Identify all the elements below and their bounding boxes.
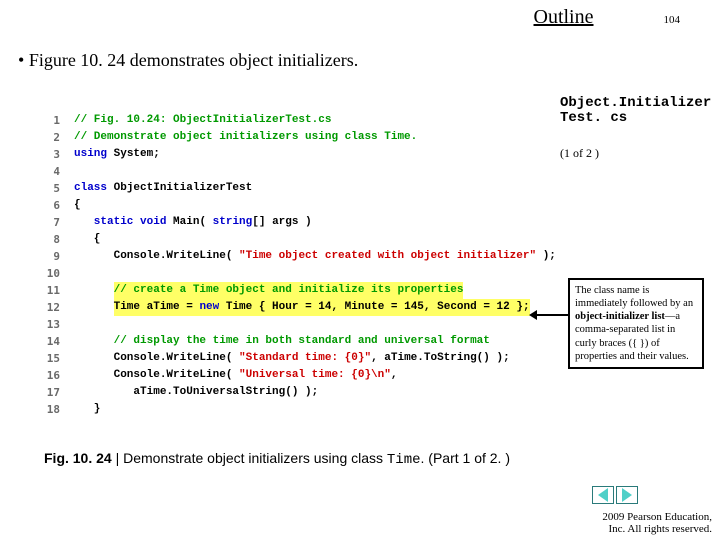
code-l9-a: Console.WriteLine( (74, 248, 239, 265)
part-note: (1 of 2 ) (560, 146, 599, 161)
code-l7-kw2: void (133, 214, 166, 231)
caption-sep: | (116, 450, 124, 466)
code-l16-str: "Universal time: {0}\n" (239, 367, 391, 384)
triangle-right-icon (622, 488, 632, 502)
code-l12-d: Time { Hour = (219, 299, 318, 316)
caption-tail: . (Part 1 of 2. ) (421, 450, 510, 466)
code-l12-e: 14 (318, 299, 331, 316)
code-l12-j: }; (510, 299, 530, 316)
code-l12-h: , Second = (424, 299, 497, 316)
code-l3-rest: System; (107, 146, 160, 163)
prev-button[interactable] (592, 486, 614, 504)
copyright: 2009 Pearson Education, Inc. All rights … (602, 511, 712, 536)
code-l14: // display the time in both standard and… (74, 333, 490, 350)
code-l15-c: , aTime.ToString() ); (371, 350, 510, 367)
callout-bold: object-initializer list (575, 311, 665, 322)
file-label: Object.Initializer Test. cs (560, 96, 710, 127)
caption-label: Fig. 10. 24 (44, 450, 116, 466)
code-l15-a: Console.WriteLine( (74, 350, 239, 367)
copyright-l1: 2009 Pearson Education, (602, 511, 712, 524)
code-l7-mid: Main( (166, 214, 212, 231)
code-l12-b: Time aTime = (114, 299, 200, 316)
bullet-text: Figure 10. 24 demonstrates object initia… (18, 50, 358, 71)
code-l12-i: 12 (497, 299, 510, 316)
code-l2: // Demonstrate object initializers using… (74, 129, 417, 146)
code-l16-a: Console.WriteLine( (74, 367, 239, 384)
code-l11-cmt: // create a Time object and initialize i… (114, 282, 464, 299)
outline-title: Outline (534, 6, 594, 29)
code-l18: } (74, 401, 100, 418)
code-l5-rest: ObjectInitializerTest (107, 180, 252, 197)
page-number: 104 (664, 14, 681, 26)
callout-box: The class name is immediately followed b… (568, 278, 704, 369)
file-label-line2: Test. cs (560, 111, 710, 126)
code-l3-kw: using (74, 146, 107, 163)
code-l12-f: , Minute = (331, 299, 404, 316)
code-l7-kw3: string (213, 214, 253, 231)
code-l9-str: "Time object created with object initial… (239, 248, 536, 265)
code-l6: { (74, 197, 81, 214)
code-block: 1// Fig. 10.24: ObjectInitializerTest.cs… (40, 112, 550, 418)
nav-buttons (592, 486, 638, 504)
file-label-line1: Object.Initializer (560, 96, 710, 111)
code-l12-g: 145 (404, 299, 424, 316)
callout-arrow (535, 314, 568, 316)
code-l12-pad (74, 299, 114, 316)
code-l5-kw: class (74, 180, 107, 197)
code-l7-kw1: static (74, 214, 133, 231)
code-l17: aTime.ToUniversalString() ); (74, 384, 318, 401)
copyright-l2: Inc. All rights reserved. (602, 523, 712, 536)
code-l11-pad (74, 282, 114, 299)
code-l12-new: new (199, 299, 219, 316)
code-l1: // Fig. 10.24: ObjectInitializerTest.cs (74, 112, 331, 129)
figure-caption: Fig. 10. 24 | Demonstrate object initial… (44, 450, 510, 468)
callout-t1: The class name is immediately followed b… (575, 285, 693, 309)
triangle-left-icon (598, 488, 608, 502)
code-l16-c: , (391, 367, 398, 384)
code-l15-str: "Standard time: {0}" (239, 350, 371, 367)
code-l8: { (74, 231, 100, 248)
next-button[interactable] (616, 486, 638, 504)
caption-text: Demonstrate object initializers using cl… (123, 450, 387, 466)
code-l9-c: ); (536, 248, 556, 265)
caption-mono: Time (387, 452, 421, 468)
code-l7-end: [] args ) (252, 214, 311, 231)
